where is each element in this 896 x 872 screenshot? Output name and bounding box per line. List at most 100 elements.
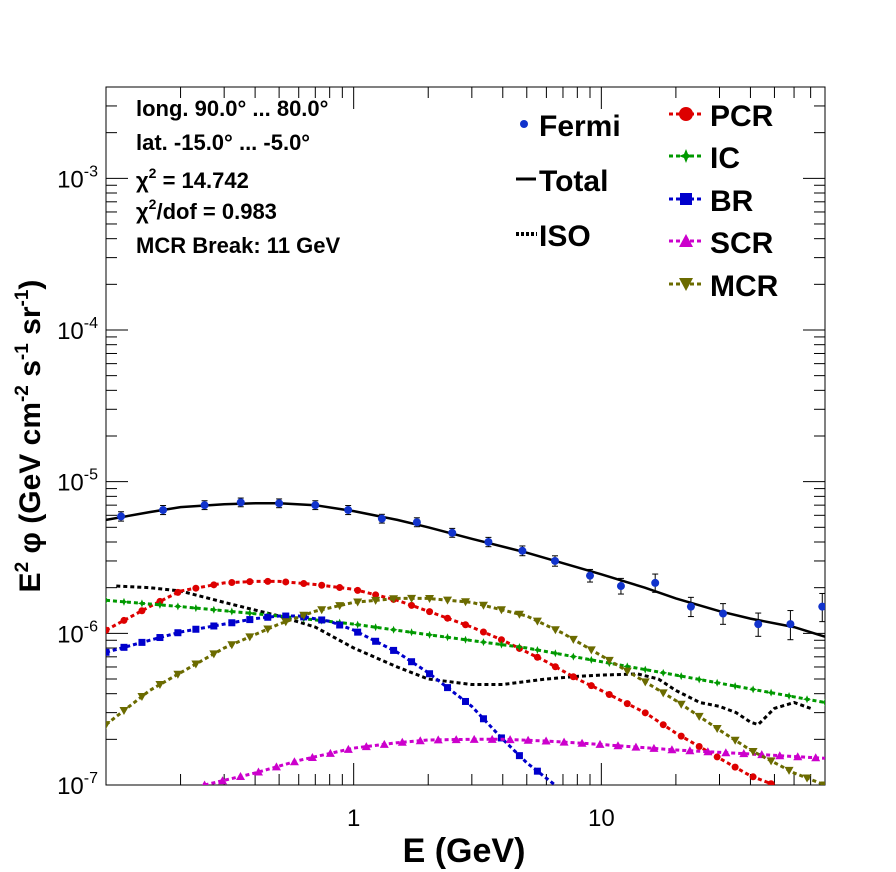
series-pcr-marker [731, 763, 739, 771]
series-ic-line [106, 598, 825, 704]
series-scr-marker [433, 735, 443, 744]
series-mcr-marker [299, 611, 309, 620]
legend-ic-label: IC [710, 142, 740, 175]
series-mcr-marker [119, 707, 129, 716]
series-scr-marker [202, 780, 208, 785]
series-pcr-marker [106, 626, 110, 634]
legend-mcr-marker [679, 278, 693, 291]
series-ic-marker [443, 633, 452, 642]
series-mcr-marker [173, 670, 183, 679]
series-ic-marker [173, 602, 182, 611]
series-pcr-marker [318, 581, 326, 589]
series-pcr-marker [587, 682, 595, 690]
series-ic-marker [803, 695, 812, 704]
series-br-marker [390, 646, 398, 654]
series-mcr-marker [622, 667, 632, 676]
series-br-line [106, 614, 556, 785]
series-br-marker [515, 752, 523, 760]
series-ic-marker [587, 655, 596, 664]
info-chi2: χ2 = 14.742 [136, 165, 249, 193]
series-br-marker [533, 767, 541, 775]
fermi-point [550, 556, 559, 565]
series-ic-marker [515, 643, 524, 652]
series-mcr-marker [820, 781, 825, 785]
series-mcr-marker [137, 692, 147, 701]
series-ic-marker [569, 652, 578, 661]
fermi-point [651, 578, 660, 587]
series-pcr-marker [713, 753, 721, 761]
series-mcr-marker [263, 625, 273, 634]
series-mcr-marker [389, 595, 399, 604]
series-mcr-marker [784, 766, 794, 775]
legend-pcr-label: PCR [710, 100, 774, 133]
series-br-marker [444, 684, 452, 692]
series-pcr-marker [641, 709, 649, 717]
series-ic-marker [155, 600, 164, 609]
series-scr-marker [361, 742, 371, 751]
series-pcr-marker [569, 673, 577, 681]
series-ic-marker [479, 638, 488, 647]
fermi-point [719, 609, 728, 618]
series-ic-marker [106, 596, 110, 605]
fermi-point [754, 620, 763, 629]
series-mcr-marker [748, 747, 758, 756]
series-mcr-marker [658, 689, 668, 698]
series-scr-marker [685, 746, 695, 755]
series-br-marker [336, 621, 344, 629]
series-mcr-marker [766, 757, 776, 766]
fermi-point [117, 512, 126, 521]
series-mcr-marker [586, 646, 596, 655]
axis-tick-labels: 1 10 10-7 10-6 10-5 10-4 10-3 [57, 163, 615, 832]
series-br-marker [318, 616, 326, 624]
y-tick-label: 10-5 [57, 467, 98, 497]
series-mcr-marker [461, 598, 470, 607]
series-pcr-marker [174, 588, 182, 596]
series-scr-marker [613, 741, 623, 750]
series-ic-marker [119, 597, 128, 606]
series-ic-marker [137, 599, 146, 608]
series-ic-marker [353, 620, 362, 629]
series-pcr-marker [372, 591, 380, 599]
series-pcr-marker [479, 628, 487, 636]
series-pcr-marker [659, 721, 667, 729]
series-ic-marker [713, 678, 722, 687]
series-scr-marker [307, 752, 317, 761]
legend-total-label: Total [539, 165, 608, 198]
series-pcr-marker [354, 586, 362, 594]
series-iso-line [116, 584, 812, 727]
series-scr-marker [649, 743, 659, 752]
series-pcr-marker [605, 691, 613, 699]
series-mcr-marker [676, 700, 686, 709]
series-mcr-marker [335, 602, 345, 611]
series-ic-marker [785, 691, 794, 700]
series-scr-marker [505, 735, 515, 744]
series-mcr-marker [371, 596, 381, 605]
series-br-marker [106, 648, 110, 656]
series-scr-marker [487, 734, 497, 743]
series-mcr-marker [407, 594, 417, 603]
info-latitude: lat. -15.0° ... -5.0° [136, 130, 310, 155]
fermi-point [200, 501, 209, 510]
axis-ticks [105, 86, 826, 786]
fermi-data [117, 497, 825, 641]
series-mcr-marker [209, 650, 219, 659]
fermi-point [311, 501, 320, 510]
series-pcr-marker [695, 743, 703, 751]
legend-scr-label: SCR [710, 227, 774, 260]
series-pcr-marker [210, 581, 218, 589]
series-mcr-marker [730, 736, 740, 745]
info-chi2-dof: χ2/dof = 0.983 [136, 196, 277, 224]
curves [106, 502, 825, 785]
series-scr-marker [397, 737, 407, 746]
series-scr-marker [415, 736, 425, 745]
series-scr-marker [703, 747, 713, 756]
series-mcr-marker [155, 681, 165, 690]
series-scr-marker [236, 771, 246, 780]
series-mcr-marker [802, 774, 812, 783]
series-mcr-marker [496, 606, 506, 615]
series-ic-marker [623, 662, 632, 671]
fermi-point [236, 498, 245, 507]
legend-br-label: BR [710, 185, 754, 218]
series-pcr-marker [228, 579, 236, 587]
